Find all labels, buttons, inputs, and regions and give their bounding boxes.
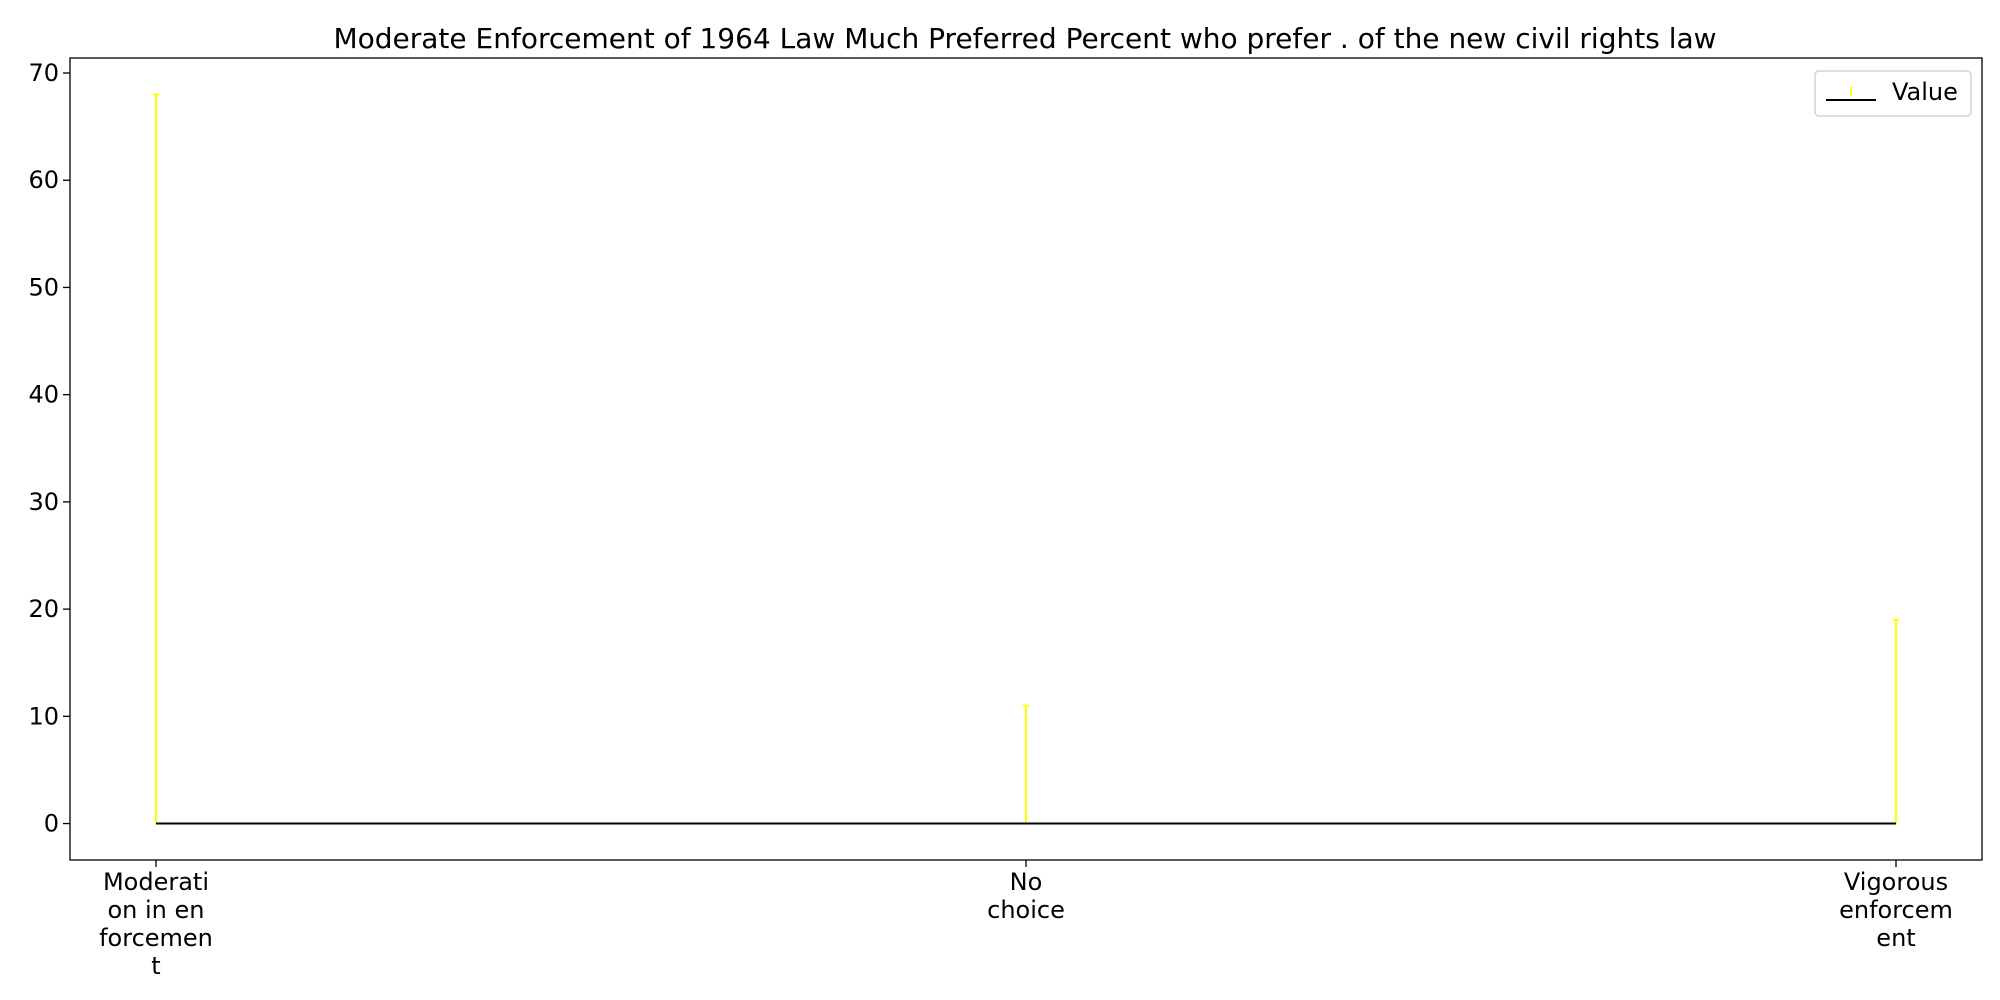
x-tick-label: Vigorous enforcem ent [1839,868,1953,952]
legend: Value [1814,70,1972,117]
x-axis: Moderati on in en forcemen t No choice Vigorou… [99,860,1953,980]
y-tick-label: 30 [28,488,59,516]
y-tick-label: 70 [28,59,59,87]
x-tick-label: Moderati on in en forcemen t [99,868,213,980]
legend-label: Value [1892,78,1958,106]
y-tick-label: 60 [28,166,59,194]
chart-title: Moderate Enforcement of 1964 Law Much Pr… [333,22,1716,55]
legend-frame [1814,70,1972,117]
stem-series-value [153,93,1899,824]
y-tick-label: 40 [28,381,59,409]
x-tick-label: No choice [987,868,1065,924]
y-tick-label: 10 [28,702,59,730]
y-tick-label: 50 [28,273,59,301]
y-axis: 0 10 20 30 40 50 60 70 [28,59,70,838]
y-tick-label: 0 [44,810,59,838]
y-tick-label: 20 [28,595,59,623]
